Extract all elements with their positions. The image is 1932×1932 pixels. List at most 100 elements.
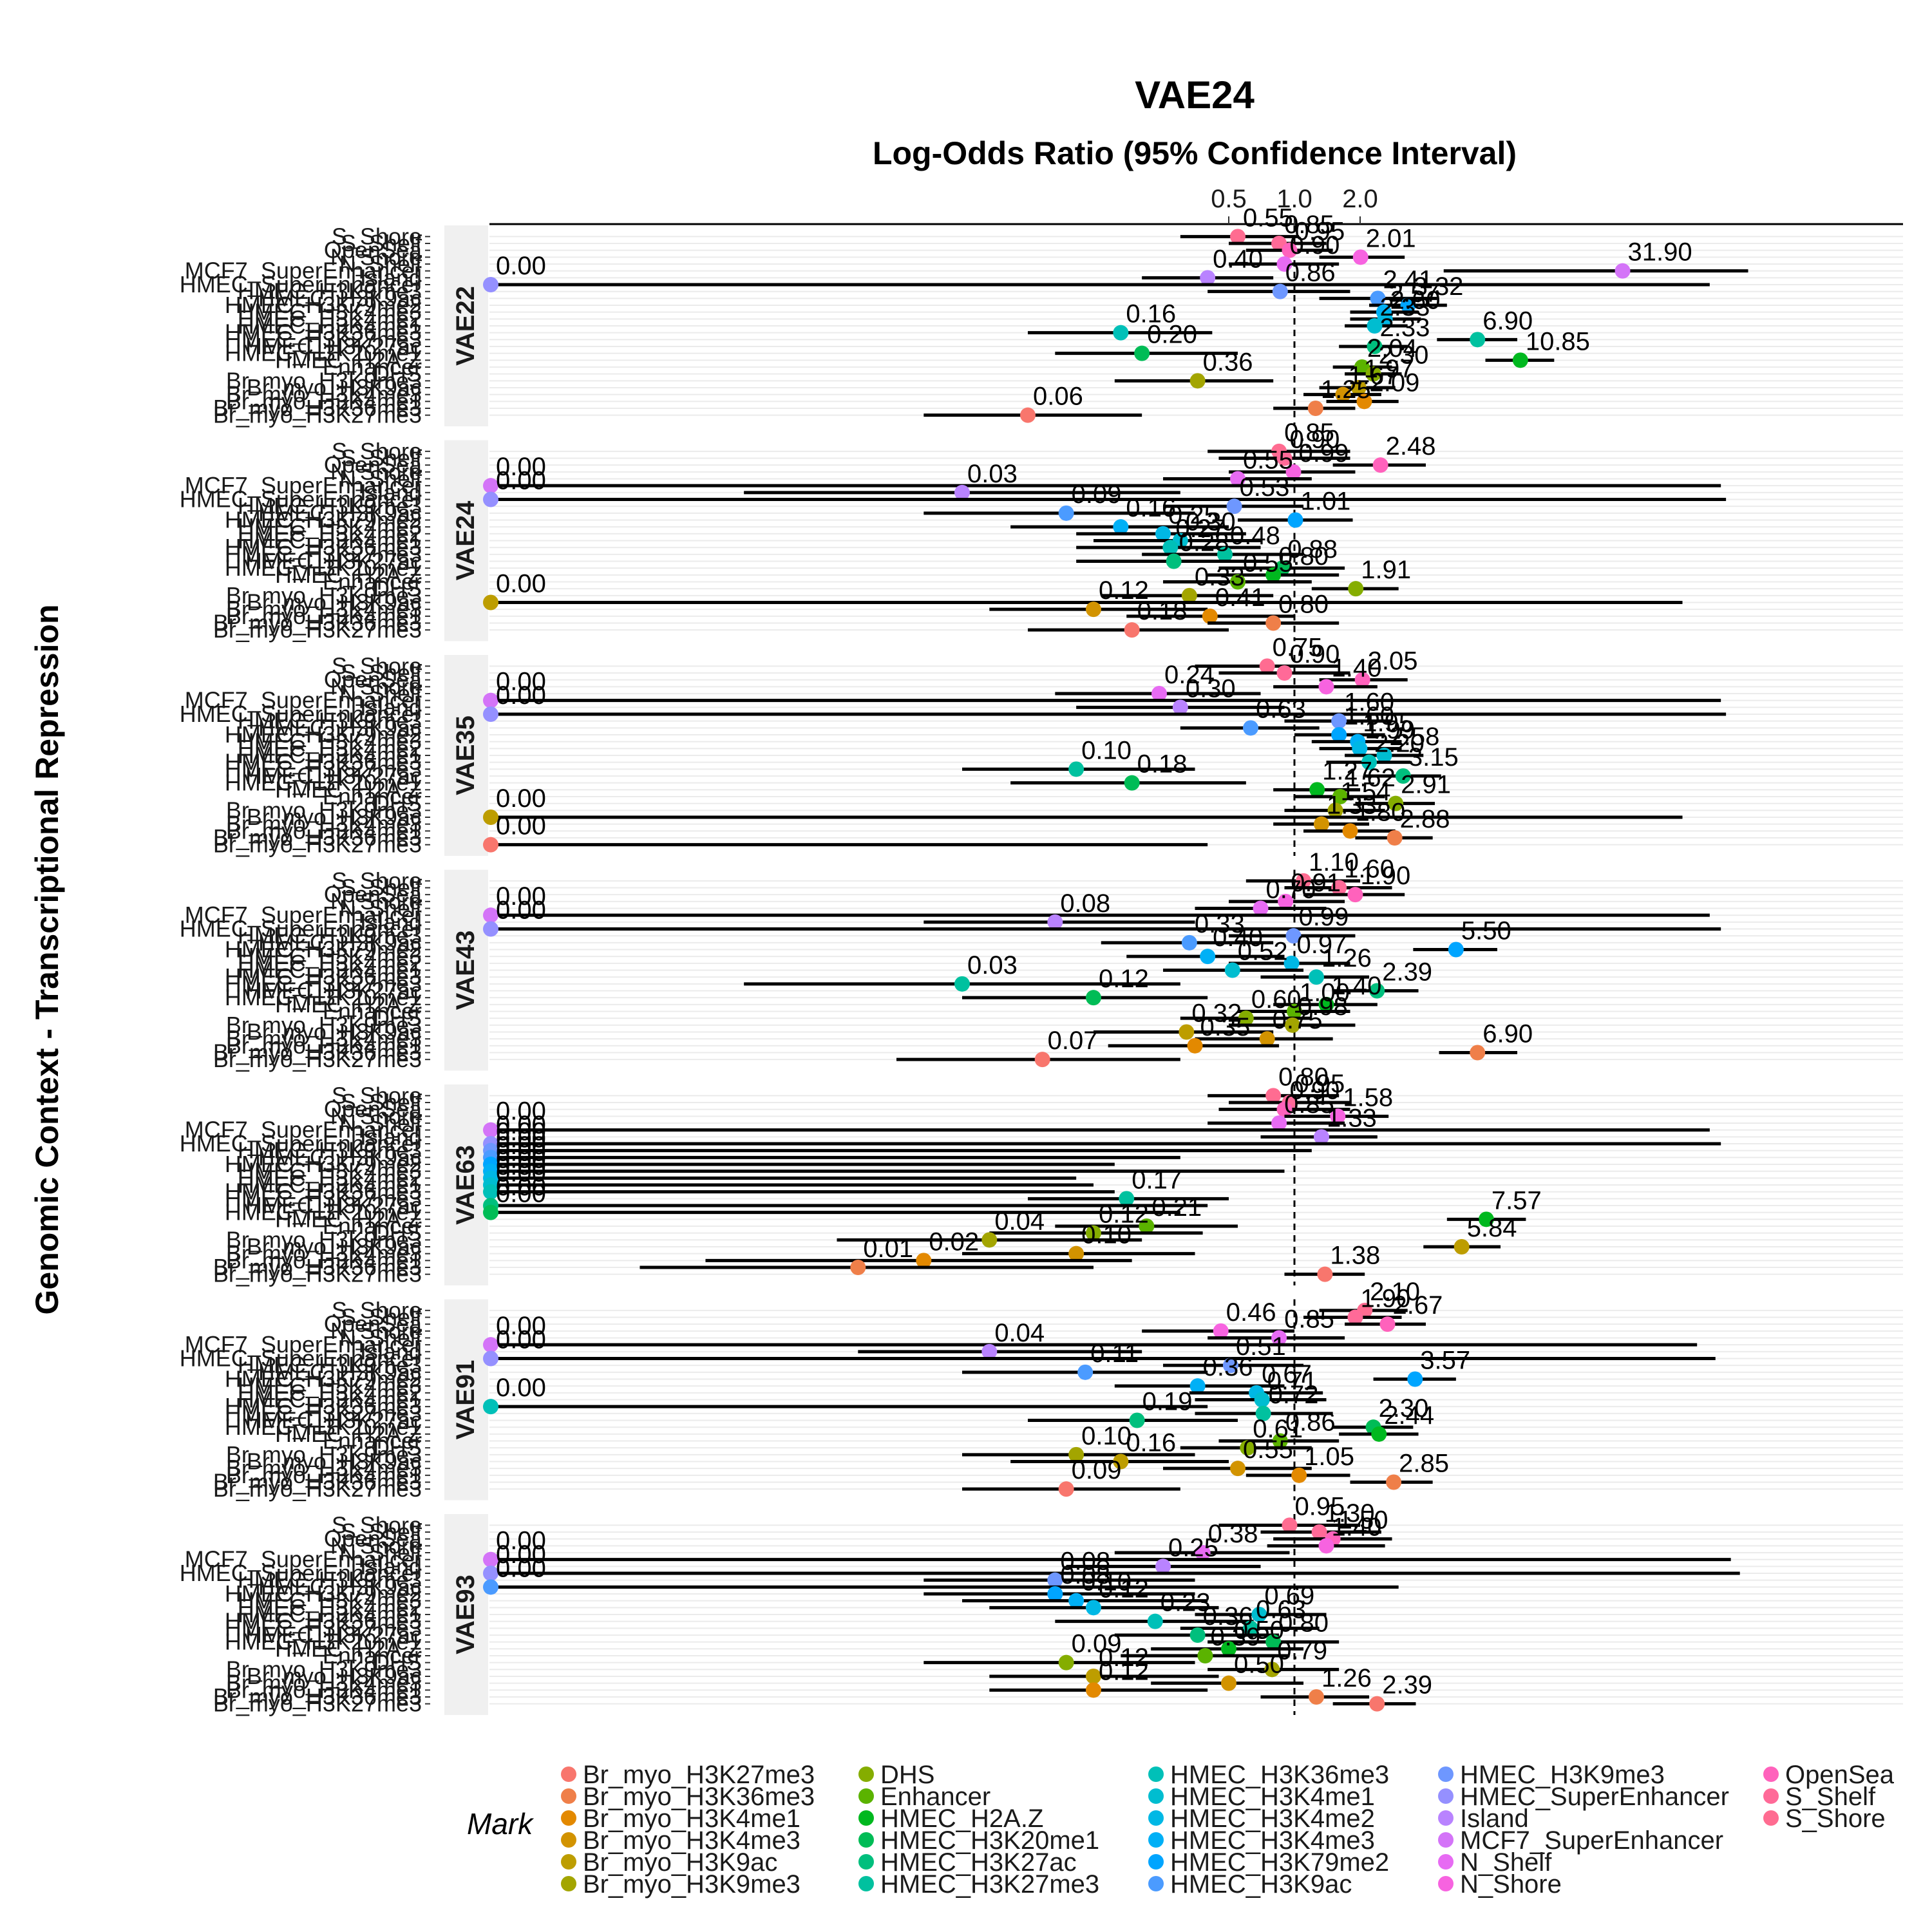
value-label: 0.98 <box>1298 992 1348 1021</box>
y-tick-label: Br_myo_H3K9me3 <box>226 367 422 393</box>
value-label: 2.20 <box>1374 730 1425 758</box>
legend-item: HMEC_H3K79me2 <box>1148 1848 1389 1877</box>
point-marker <box>1259 658 1275 674</box>
y-tick-label: N_Shelf <box>339 1539 422 1566</box>
y-tick-label: Br_myo_H3K27me3 <box>213 1475 422 1502</box>
point-marker <box>1238 1010 1254 1027</box>
y-tick-label: Br_myo_H3K4me1 <box>226 1032 422 1059</box>
y-tick-label: HMEC_H3K36me3 <box>225 1179 422 1205</box>
point-marker <box>1058 1654 1074 1671</box>
point-marker <box>1285 464 1302 480</box>
value-label: 1.62 <box>1345 764 1396 792</box>
value-label: 0.95 <box>1294 218 1345 246</box>
value-label: 1.25 <box>1321 375 1371 404</box>
value-label: 1.60 <box>1344 702 1394 730</box>
y-tick-label: HMEC_H3K36me3 <box>225 534 422 560</box>
legend-item: HMEC_H3K9ac <box>1148 1870 1352 1899</box>
value-label: 2.48 <box>1386 432 1436 460</box>
value-label: 1.99 <box>1365 715 1415 744</box>
point-marker <box>1512 352 1528 368</box>
y-tick-label: Br_myo_H3K36me3 <box>213 1039 422 1066</box>
value-label: 1.40 <box>1332 654 1382 682</box>
point-marker <box>1331 880 1347 896</box>
y-tick-label: HMEC_H3K9me3 <box>238 493 422 519</box>
point-marker <box>1309 1689 1325 1705</box>
point-marker <box>1119 1191 1135 1207</box>
legend-title: Mark <box>467 1807 534 1841</box>
point-marker <box>1331 713 1347 729</box>
y-tick-label: HMEC_H3K9me3 <box>238 1137 422 1164</box>
value-label: 0.19 <box>1142 1388 1193 1416</box>
facet-panel: VAE35 S_ShoreS_ShelfOpenSeaN_ShoreN_Shelf… <box>180 633 1903 858</box>
facet-panel: VAE91 S_ShoreS_ShelfOpenSeaN_ShoreN_Shelf… <box>180 1278 1903 1502</box>
y-tick-label: OpenSea <box>324 881 422 907</box>
y-tick-label: HMEC_H3K27me3 <box>225 755 422 782</box>
legend-swatch <box>561 1766 576 1782</box>
y-tick-label: N_Shore <box>330 243 422 270</box>
y-tick-label: HMEC_H3K36me3 <box>225 1393 422 1419</box>
y-tick-label: Br_myo_H3K27me3 <box>213 1690 422 1717</box>
facet-strip-label: VAE93 <box>451 1575 480 1654</box>
point-marker <box>1365 366 1381 382</box>
legend-swatch <box>1438 1766 1454 1782</box>
y-tick-label: HMEC_H3K9ac <box>258 285 422 311</box>
value-label: 0.27 <box>1175 515 1226 543</box>
legend-swatch <box>1148 1854 1164 1870</box>
y-tick-label: Br_myo_H3K4me3 <box>226 811 422 837</box>
value-label: 1.00 <box>1300 979 1350 1007</box>
point-marker <box>1276 665 1293 681</box>
value-label: 0.72 <box>1269 1381 1319 1409</box>
point-marker <box>954 484 970 500</box>
y-tick-label: HMEC_H3K27me3 <box>225 1400 422 1426</box>
point-marker <box>1189 373 1206 389</box>
point-marker <box>1129 1412 1145 1428</box>
y-tick-label: Island <box>360 1123 422 1150</box>
y-tick-label: HMEC_H3K9me3 <box>238 278 422 305</box>
point-marker <box>1077 1364 1094 1380</box>
value-label: 0.69 <box>1264 1582 1314 1610</box>
point-marker <box>1331 727 1347 743</box>
value-label: 1.54 <box>1341 777 1391 806</box>
point-marker <box>483 1350 498 1367</box>
point-marker <box>1342 823 1358 839</box>
value-label: 0.46 <box>1226 1298 1276 1327</box>
value-label: 0.35 <box>1200 1013 1251 1041</box>
y-tick-label: HMEC_H3K27ac <box>245 548 422 574</box>
value-label: 0.04 <box>994 1207 1045 1235</box>
point-marker <box>1047 1586 1063 1602</box>
point-marker <box>1313 816 1329 832</box>
y-tick-label: HMEC_H3K4me3 <box>238 1587 422 1614</box>
legend-swatch <box>1148 1876 1164 1891</box>
point-marker <box>1318 1538 1334 1554</box>
legend-swatch <box>1763 1788 1779 1804</box>
point-marker <box>1222 1358 1238 1374</box>
y-tick-label: HMEC_H3K27ac <box>245 1622 422 1648</box>
point-marker <box>1181 587 1197 603</box>
value-label: 0.48 <box>1230 522 1280 550</box>
point-marker <box>1276 450 1293 466</box>
y-tick-label: S_Shelf <box>341 875 422 901</box>
point-marker <box>1189 1627 1206 1643</box>
y-tick-label: MCF7_SuperEnhancer <box>185 258 422 284</box>
value-label: 2.58 <box>1389 723 1439 751</box>
value-label: 0.36 <box>1203 348 1253 376</box>
value-label: 2.88 <box>1400 805 1450 833</box>
y-tick-label: S_Shelf <box>341 1519 422 1545</box>
legend-swatch <box>561 1876 576 1891</box>
value-label: 0.00 <box>496 882 546 911</box>
point-marker <box>1386 1474 1402 1490</box>
value-label: 0.00 <box>496 1554 546 1582</box>
y-tick-label: Enhancer <box>323 1428 422 1454</box>
value-label: 0.91 <box>1291 869 1341 897</box>
point-marker <box>483 1551 498 1567</box>
y-tick-label: Br_myo_H3K9ac <box>247 589 422 616</box>
value-label: 0.00 <box>496 453 546 481</box>
point-marker <box>1352 249 1368 265</box>
point-marker <box>1113 519 1129 535</box>
y-tick-label: HMEC_H3K27ac <box>245 978 422 1004</box>
y-tick-label: S_Shore <box>332 223 422 249</box>
y-tick-label: HMEC_H2A.Z <box>275 1421 422 1447</box>
point-marker <box>1330 1108 1346 1124</box>
legend-swatch <box>1438 1854 1454 1870</box>
y-tick-label: OpenSea <box>324 1311 422 1337</box>
